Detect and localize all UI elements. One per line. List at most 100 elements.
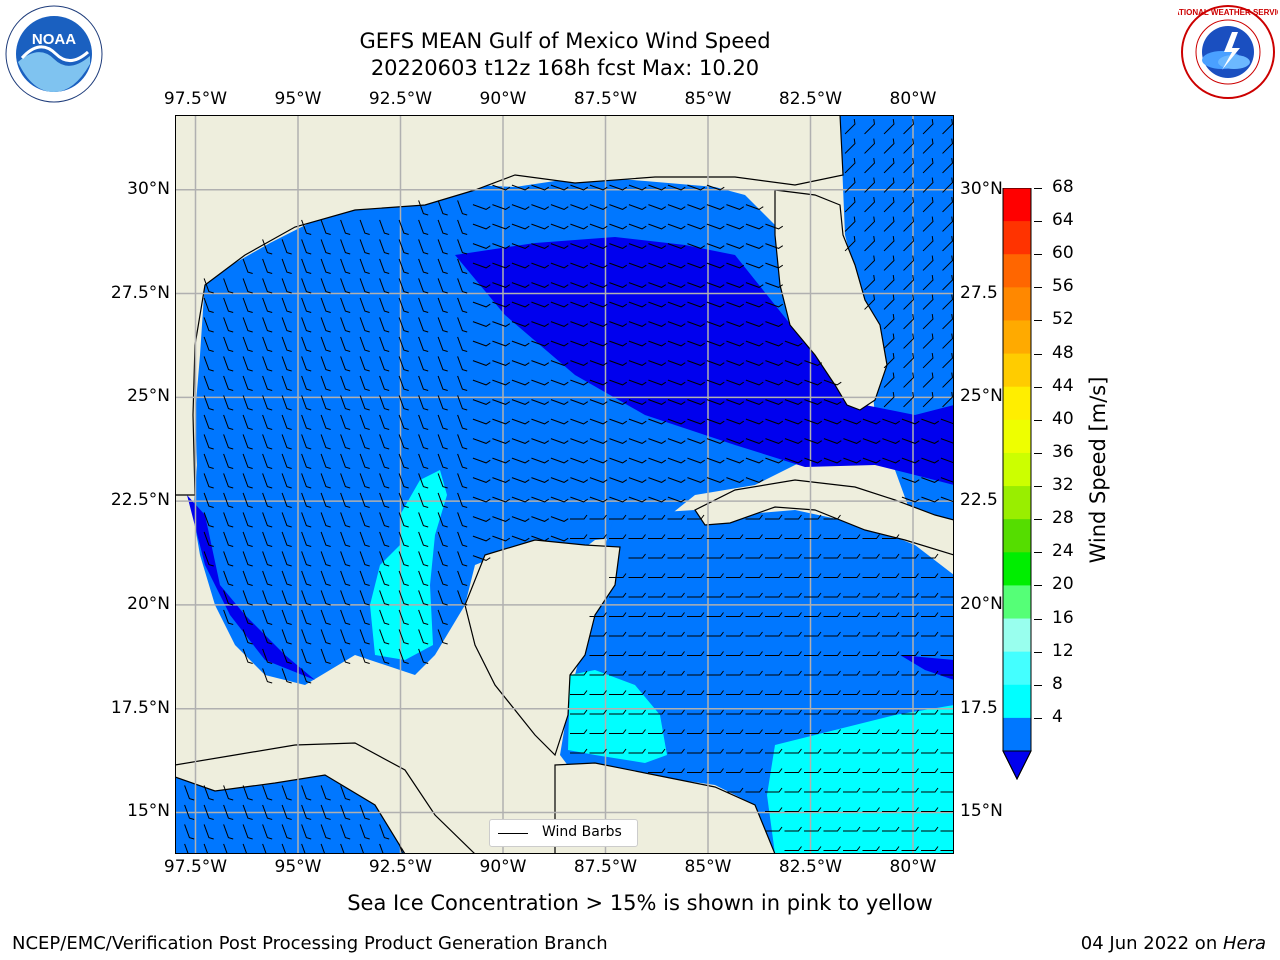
wind-barb (784, 457, 803, 464)
wind-barb (570, 301, 589, 308)
wind-barb (940, 791, 954, 793)
wind-barb (589, 477, 608, 483)
wind-barb (340, 512, 351, 528)
wind-barb (667, 514, 685, 520)
wind-barb (281, 258, 292, 275)
wind-barb (901, 768, 919, 773)
wind-barb (340, 336, 351, 353)
wind-barb (359, 278, 370, 294)
wind-barb (921, 477, 940, 483)
wind-barb (437, 629, 448, 645)
cuba-land (694, 479, 954, 556)
wind-barb (921, 807, 939, 812)
wind-barb (823, 612, 841, 617)
colorbar-tick (1034, 419, 1042, 421)
wind-barb (726, 612, 744, 617)
wind-barb (262, 297, 273, 314)
wind-barb (379, 609, 390, 626)
wind-barb (804, 631, 822, 637)
wind-barb (804, 748, 822, 754)
wind-barb (862, 670, 880, 676)
wind-barb (942, 294, 953, 310)
wind-barb (301, 570, 312, 587)
wind-barb (511, 535, 530, 542)
wind-barb (726, 262, 745, 269)
lat-label-left: 17.5°N (110, 697, 170, 718)
wind-barb (765, 282, 784, 288)
wind-barb (550, 301, 569, 308)
wind-barb (804, 612, 822, 617)
wind-barb (472, 243, 491, 249)
colorbar-tick (1034, 519, 1042, 521)
wind-barb (745, 340, 764, 347)
wind-barb (667, 360, 686, 366)
wind-barb (570, 670, 588, 676)
wind-barb (745, 631, 763, 637)
wind-barb (418, 278, 429, 294)
wind-barb (823, 573, 841, 578)
wind-barb (922, 392, 934, 408)
wind-barb (492, 184, 511, 191)
wind-barb (882, 670, 900, 676)
colorbar-tick (1034, 221, 1042, 223)
wind-barb (628, 457, 647, 464)
lon-label-bottom: 80°W (889, 857, 937, 877)
wind-barb (242, 375, 253, 392)
lat-label-left: 20°N (127, 593, 170, 614)
wind-barb (281, 668, 292, 684)
wind-barb (921, 768, 939, 773)
wind-barb (784, 553, 802, 559)
wind-barb (379, 531, 390, 548)
wind-barb (706, 709, 724, 715)
wind-barb (784, 631, 802, 637)
wind-barb (687, 612, 705, 617)
wind-barb (862, 534, 880, 539)
wind-barb (570, 243, 589, 249)
wind-barb (765, 553, 783, 559)
wind-barb (589, 204, 608, 210)
wind-barb (726, 457, 745, 464)
wind-barb (570, 184, 589, 191)
wind-barb (262, 473, 273, 489)
wind-barb (784, 729, 802, 734)
wind-barb (804, 592, 822, 598)
wind-barb (940, 772, 954, 773)
wind-barb (223, 512, 234, 528)
wind-barb (262, 590, 273, 606)
wind-barb (223, 531, 234, 548)
wind-barb (687, 223, 706, 230)
wind-barb (457, 570, 468, 587)
wind-barb (687, 670, 705, 676)
wind-barb (242, 590, 253, 606)
wind-barb (398, 219, 409, 236)
wind-barb (628, 631, 646, 637)
lat-label-left: 22.5°N (110, 490, 170, 511)
wind-barb (745, 262, 764, 269)
wind-barb (901, 670, 919, 676)
wind-barb (320, 629, 331, 645)
wind-barb (398, 551, 409, 567)
wind-barb (864, 216, 875, 232)
wind-barb (726, 360, 745, 366)
wind-barb (550, 379, 569, 386)
wind-barb (398, 278, 409, 294)
wind-barb (203, 473, 214, 489)
wind-barb (942, 236, 953, 252)
wind-barb (589, 729, 607, 734)
wind-barb (609, 262, 628, 269)
wind-barb (550, 457, 569, 464)
wind-barb (589, 534, 607, 539)
wind-barb (667, 262, 686, 269)
wind-barb (398, 531, 409, 548)
colorbar-segment (1003, 419, 1031, 454)
wind-barb (492, 340, 511, 347)
wind-barb (359, 473, 370, 489)
wind-barb (940, 496, 954, 503)
wind-barb (437, 258, 448, 275)
wind-barb (804, 553, 822, 559)
wind-barb (726, 223, 745, 230)
wind-barb (687, 592, 705, 598)
wind-barb (418, 531, 429, 548)
wind-barb (418, 336, 429, 353)
wind-barb (726, 438, 745, 444)
